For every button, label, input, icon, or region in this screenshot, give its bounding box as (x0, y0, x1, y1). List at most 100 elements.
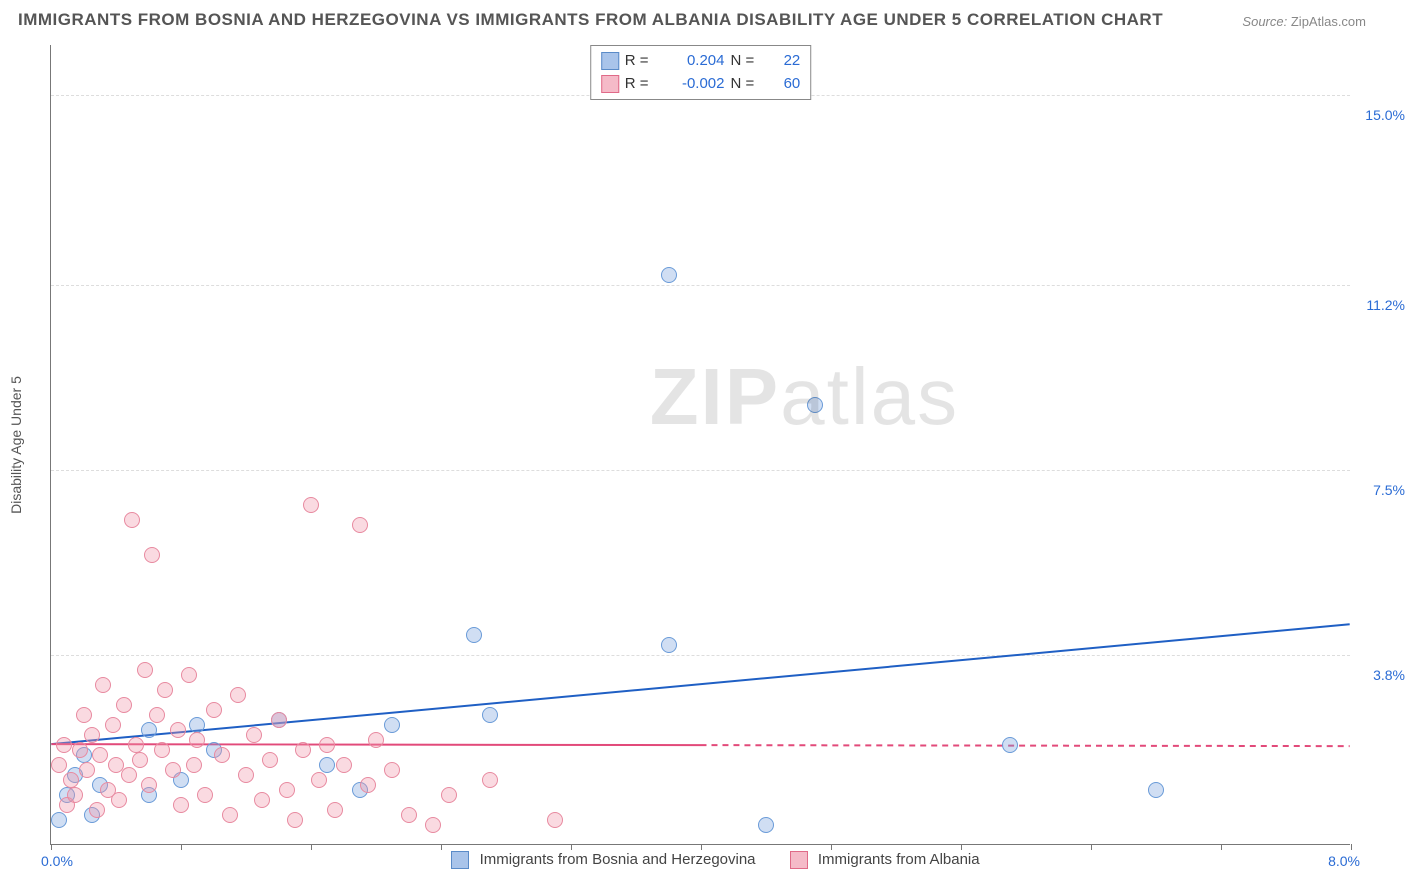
data-point-albania (89, 802, 105, 818)
x-tick (441, 844, 442, 850)
r-label: R = (625, 73, 649, 96)
r-value-bosnia: 0.204 (655, 50, 725, 73)
watermark: ZIPatlas (650, 351, 959, 443)
n-value-bosnia: 22 (760, 50, 800, 73)
data-point-albania (137, 662, 153, 678)
x-tick (311, 844, 312, 850)
legend-swatch-bosnia (601, 52, 619, 70)
y-tick-label: 15.0% (1365, 107, 1405, 123)
data-point-albania (67, 787, 83, 803)
r-value-albania: -0.002 (655, 73, 725, 96)
data-point-albania (170, 722, 186, 738)
n-value-albania: 60 (760, 73, 800, 96)
data-point-albania (63, 772, 79, 788)
series-name-bosnia: Immigrants from Bosnia and Herzegovina (480, 851, 756, 868)
data-point-albania (157, 682, 173, 698)
data-point-albania (368, 732, 384, 748)
data-point-albania (95, 677, 111, 693)
source-value: ZipAtlas.com (1291, 14, 1366, 29)
r-label: R = (625, 50, 649, 73)
y-axis-title: Disability Age Under 5 (8, 376, 24, 514)
data-point-bosnia (661, 267, 677, 283)
y-tick-label: 3.8% (1373, 667, 1405, 683)
data-point-albania (352, 517, 368, 533)
source-label: Source: (1242, 14, 1287, 29)
x-tick (51, 844, 52, 850)
legend-swatch-bosnia (451, 851, 469, 869)
data-point-albania (547, 812, 563, 828)
source-attribution: Source: ZipAtlas.com (1242, 14, 1366, 29)
data-point-albania (116, 697, 132, 713)
data-point-albania (254, 792, 270, 808)
data-point-albania (262, 752, 278, 768)
chart-title: IMMIGRANTS FROM BOSNIA AND HERZEGOVINA V… (18, 10, 1163, 30)
data-point-albania (132, 752, 148, 768)
x-tick (701, 844, 702, 850)
data-point-albania (482, 772, 498, 788)
data-point-albania (51, 757, 67, 773)
data-point-bosnia (758, 817, 774, 833)
data-point-bosnia (319, 757, 335, 773)
data-point-albania (271, 712, 287, 728)
data-point-albania (401, 807, 417, 823)
data-point-albania (441, 787, 457, 803)
data-point-albania (214, 747, 230, 763)
series-legend: Immigrants from Bosnia and Herzegovina I… (51, 851, 1350, 869)
data-point-bosnia (384, 717, 400, 733)
data-point-albania (319, 737, 335, 753)
data-point-albania (181, 667, 197, 683)
watermark-light: atlas (780, 352, 959, 441)
n-label: N = (731, 50, 755, 73)
data-point-bosnia (189, 717, 205, 733)
x-tick (831, 844, 832, 850)
y-tick-label: 7.5% (1373, 482, 1405, 498)
data-point-bosnia (1148, 782, 1164, 798)
plot-area: Disability Age Under 5 3.8%7.5%11.2%15.0… (50, 45, 1350, 845)
x-tick (1221, 844, 1222, 850)
data-point-albania (189, 732, 205, 748)
data-point-albania (186, 757, 202, 773)
data-point-albania (287, 812, 303, 828)
gridline (51, 285, 1350, 286)
data-point-albania (111, 792, 127, 808)
legend-swatch-albania (601, 75, 619, 93)
legend-row: R = 0.204 N = 22 (601, 50, 801, 73)
data-point-albania (72, 742, 88, 758)
x-tick (181, 844, 182, 850)
gridline (51, 470, 1350, 471)
data-point-albania (425, 817, 441, 833)
data-point-albania (165, 762, 181, 778)
data-point-bosnia (807, 397, 823, 413)
data-point-albania (154, 742, 170, 758)
data-point-albania (121, 767, 137, 783)
data-point-albania (124, 512, 140, 528)
series-name-albania: Immigrants from Albania (818, 851, 980, 868)
data-point-albania (279, 782, 295, 798)
data-point-albania (92, 747, 108, 763)
gridline (51, 655, 1350, 656)
x-tick (961, 844, 962, 850)
data-point-albania (336, 757, 352, 773)
data-point-albania (79, 762, 95, 778)
data-point-albania (141, 777, 157, 793)
data-point-bosnia (1002, 737, 1018, 753)
data-point-bosnia (51, 812, 67, 828)
data-point-albania (327, 802, 343, 818)
data-point-albania (173, 797, 189, 813)
data-point-albania (295, 742, 311, 758)
data-point-albania (144, 547, 160, 563)
data-point-albania (222, 807, 238, 823)
data-point-albania (105, 717, 121, 733)
legend-row: R = -0.002 N = 60 (601, 73, 801, 96)
legend-swatch-albania (790, 851, 808, 869)
data-point-albania (76, 707, 92, 723)
data-point-albania (384, 762, 400, 778)
data-point-albania (230, 687, 246, 703)
y-tick-label: 11.2% (1366, 297, 1405, 313)
data-point-bosnia (482, 707, 498, 723)
x-tick (571, 844, 572, 850)
data-point-bosnia (661, 637, 677, 653)
data-point-albania (238, 767, 254, 783)
data-point-albania (128, 737, 144, 753)
data-point-albania (360, 777, 376, 793)
